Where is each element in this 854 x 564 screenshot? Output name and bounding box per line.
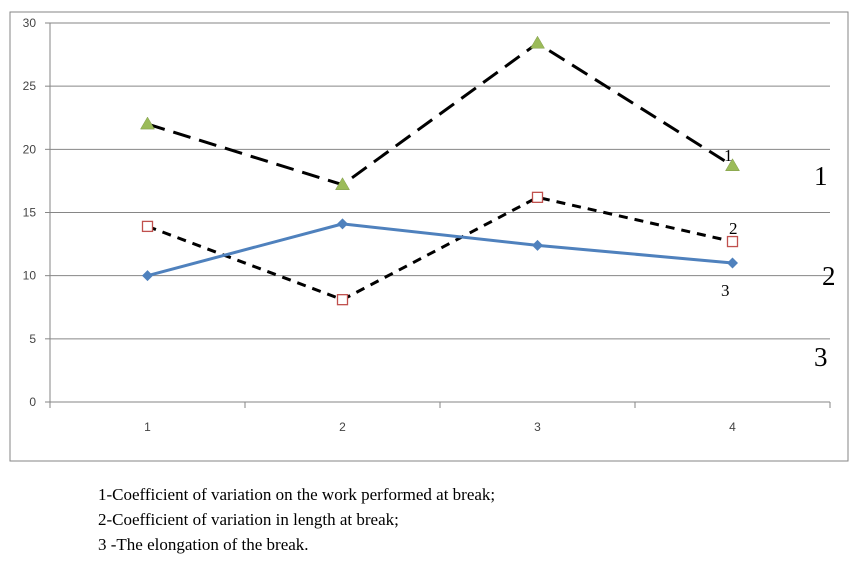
series-end-label-2: 2 — [729, 219, 738, 238]
series-1-point-3 — [530, 35, 545, 49]
y-tick-label-25: 25 — [23, 79, 37, 93]
legend-line-1: 1-Coefficient of variation on the work p… — [98, 485, 496, 504]
y-tick-label-20: 20 — [23, 142, 37, 156]
series — [146, 41, 734, 302]
series-2-point-1 — [141, 220, 154, 233]
series-line-3 — [147, 222, 733, 278]
series-1-point-2 — [335, 177, 350, 190]
y-tick-label-30: 30 — [23, 16, 37, 30]
series-line-2 — [146, 195, 733, 302]
x-tick-label-2: 2 — [339, 420, 346, 434]
series-3-point-1 — [142, 270, 153, 282]
y-tick-label-15: 15 — [23, 206, 37, 220]
legend-line-3: 3 -The elongation of the break. — [98, 535, 309, 554]
x-tick-label-1: 1 — [144, 420, 151, 434]
series-2-point-4 — [726, 235, 739, 248]
series-end-label-1: 1 — [724, 146, 733, 165]
legend-line-2: 2-Coefficient of variation in length at … — [98, 510, 399, 529]
markers — [140, 35, 740, 306]
side-label-1: 1 — [814, 161, 828, 191]
series-line-1 — [147, 41, 734, 187]
series-2-point-2 — [336, 294, 349, 306]
side-label-3: 3 — [814, 342, 828, 372]
x-tick-label-3: 3 — [534, 420, 541, 434]
x-tick-label-4: 4 — [729, 420, 736, 434]
series-end-label-3: 3 — [721, 281, 730, 300]
series-3-point-2 — [337, 218, 348, 230]
y-tick-label-10: 10 — [23, 269, 37, 283]
series-3-point-4 — [727, 257, 738, 269]
y-tick-label-0: 0 — [29, 395, 36, 409]
y-tick-label-5: 5 — [29, 332, 36, 346]
axes: 0 5 10 15 20 25 30 1 2 3 4 — [23, 16, 831, 434]
series-1-point-4 — [725, 158, 740, 172]
chart-frame — [9, 11, 849, 462]
grid — [50, 22, 830, 340]
series-1-point-1 — [140, 116, 155, 130]
side-label-2: 2 — [822, 261, 836, 291]
series-3-point-3 — [532, 239, 543, 251]
series-2-point-3 — [531, 191, 544, 203]
legend-text: 1-Coefficient of variation on the work p… — [98, 482, 495, 557]
